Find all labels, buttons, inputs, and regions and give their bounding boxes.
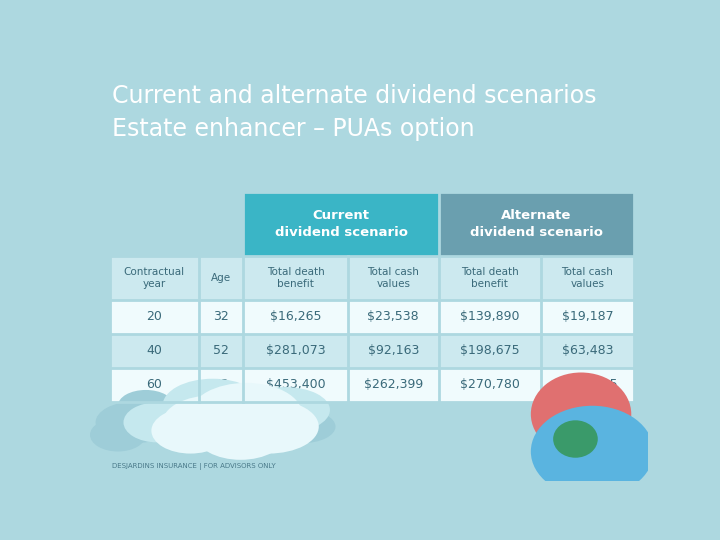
Bar [243, 300, 348, 334]
Ellipse shape [207, 397, 285, 439]
Text: 20: 20 [146, 310, 162, 323]
Ellipse shape [531, 373, 631, 456]
Text: Total cash
values: Total cash values [367, 267, 419, 289]
Ellipse shape [269, 410, 336, 443]
Text: $281,073: $281,073 [266, 345, 325, 357]
Bar [109, 300, 199, 334]
Bar [243, 368, 348, 402]
Bar [199, 300, 243, 334]
Ellipse shape [190, 383, 302, 445]
Text: Total death
benefit: Total death benefit [266, 267, 325, 289]
Bar [199, 334, 243, 368]
Ellipse shape [218, 400, 319, 454]
Bar [348, 256, 438, 300]
Text: $16,265: $16,265 [270, 310, 321, 323]
Ellipse shape [96, 402, 174, 443]
Bar [243, 192, 438, 256]
Text: $270,780: $270,780 [460, 379, 520, 392]
Ellipse shape [90, 418, 145, 451]
Ellipse shape [163, 395, 263, 449]
Text: Current and alternate dividend scenarios: Current and alternate dividend scenarios [112, 84, 597, 107]
Text: $139,890: $139,890 [460, 310, 520, 323]
Bar [541, 256, 634, 300]
Ellipse shape [163, 379, 263, 433]
Text: $92,163: $92,163 [368, 345, 419, 357]
Text: 60: 60 [146, 379, 162, 392]
Bar [199, 256, 243, 300]
Text: Current
dividend scenario: Current dividend scenario [274, 209, 408, 239]
Bar [541, 334, 634, 368]
Text: $19,187: $19,187 [562, 310, 613, 323]
Bar [243, 256, 348, 300]
Text: Estate enhancer – PUAs option: Estate enhancer – PUAs option [112, 117, 475, 141]
Bar [438, 192, 634, 256]
Ellipse shape [124, 402, 190, 442]
Text: $198,675: $198,675 [460, 345, 520, 357]
Text: $153,815: $153,815 [558, 379, 617, 392]
Circle shape [531, 406, 654, 497]
Ellipse shape [151, 395, 218, 433]
Text: 32: 32 [213, 310, 229, 323]
Text: 35: 35 [621, 461, 631, 470]
Text: DESJARDINS INSURANCE | FOR ADVISORS ONLY: DESJARDINS INSURANCE | FOR ADVISORS ONLY [112, 463, 276, 470]
Bar [541, 300, 634, 334]
Text: 40: 40 [146, 345, 162, 357]
Bar [438, 334, 541, 368]
Bar [348, 300, 438, 334]
Text: Age: Age [211, 273, 231, 283]
Text: $23,538: $23,538 [367, 310, 419, 323]
Text: Alternate
dividend scenario: Alternate dividend scenario [470, 209, 603, 239]
Bar [541, 368, 634, 402]
Bar [438, 256, 541, 300]
Text: 52: 52 [213, 345, 229, 357]
Ellipse shape [196, 410, 285, 460]
Ellipse shape [240, 387, 330, 433]
Ellipse shape [185, 413, 252, 448]
Bar [109, 334, 199, 368]
Bar [109, 368, 199, 402]
Text: $262,399: $262,399 [364, 379, 423, 392]
Bar [199, 368, 243, 402]
Bar [438, 300, 541, 334]
Text: Total cash
values: Total cash values [562, 267, 613, 289]
Text: 72: 72 [213, 379, 229, 392]
Text: Contractual
year: Contractual year [124, 267, 185, 289]
Text: $453,400: $453,400 [266, 379, 325, 392]
Ellipse shape [118, 390, 174, 422]
Bar [438, 368, 541, 402]
Text: $63,483: $63,483 [562, 345, 613, 357]
Bar [109, 256, 199, 300]
Ellipse shape [553, 420, 598, 458]
Text: Total death
benefit: Total death benefit [461, 267, 518, 289]
Ellipse shape [151, 408, 230, 454]
Bar [243, 334, 348, 368]
Bar [348, 368, 438, 402]
Bar [348, 334, 438, 368]
